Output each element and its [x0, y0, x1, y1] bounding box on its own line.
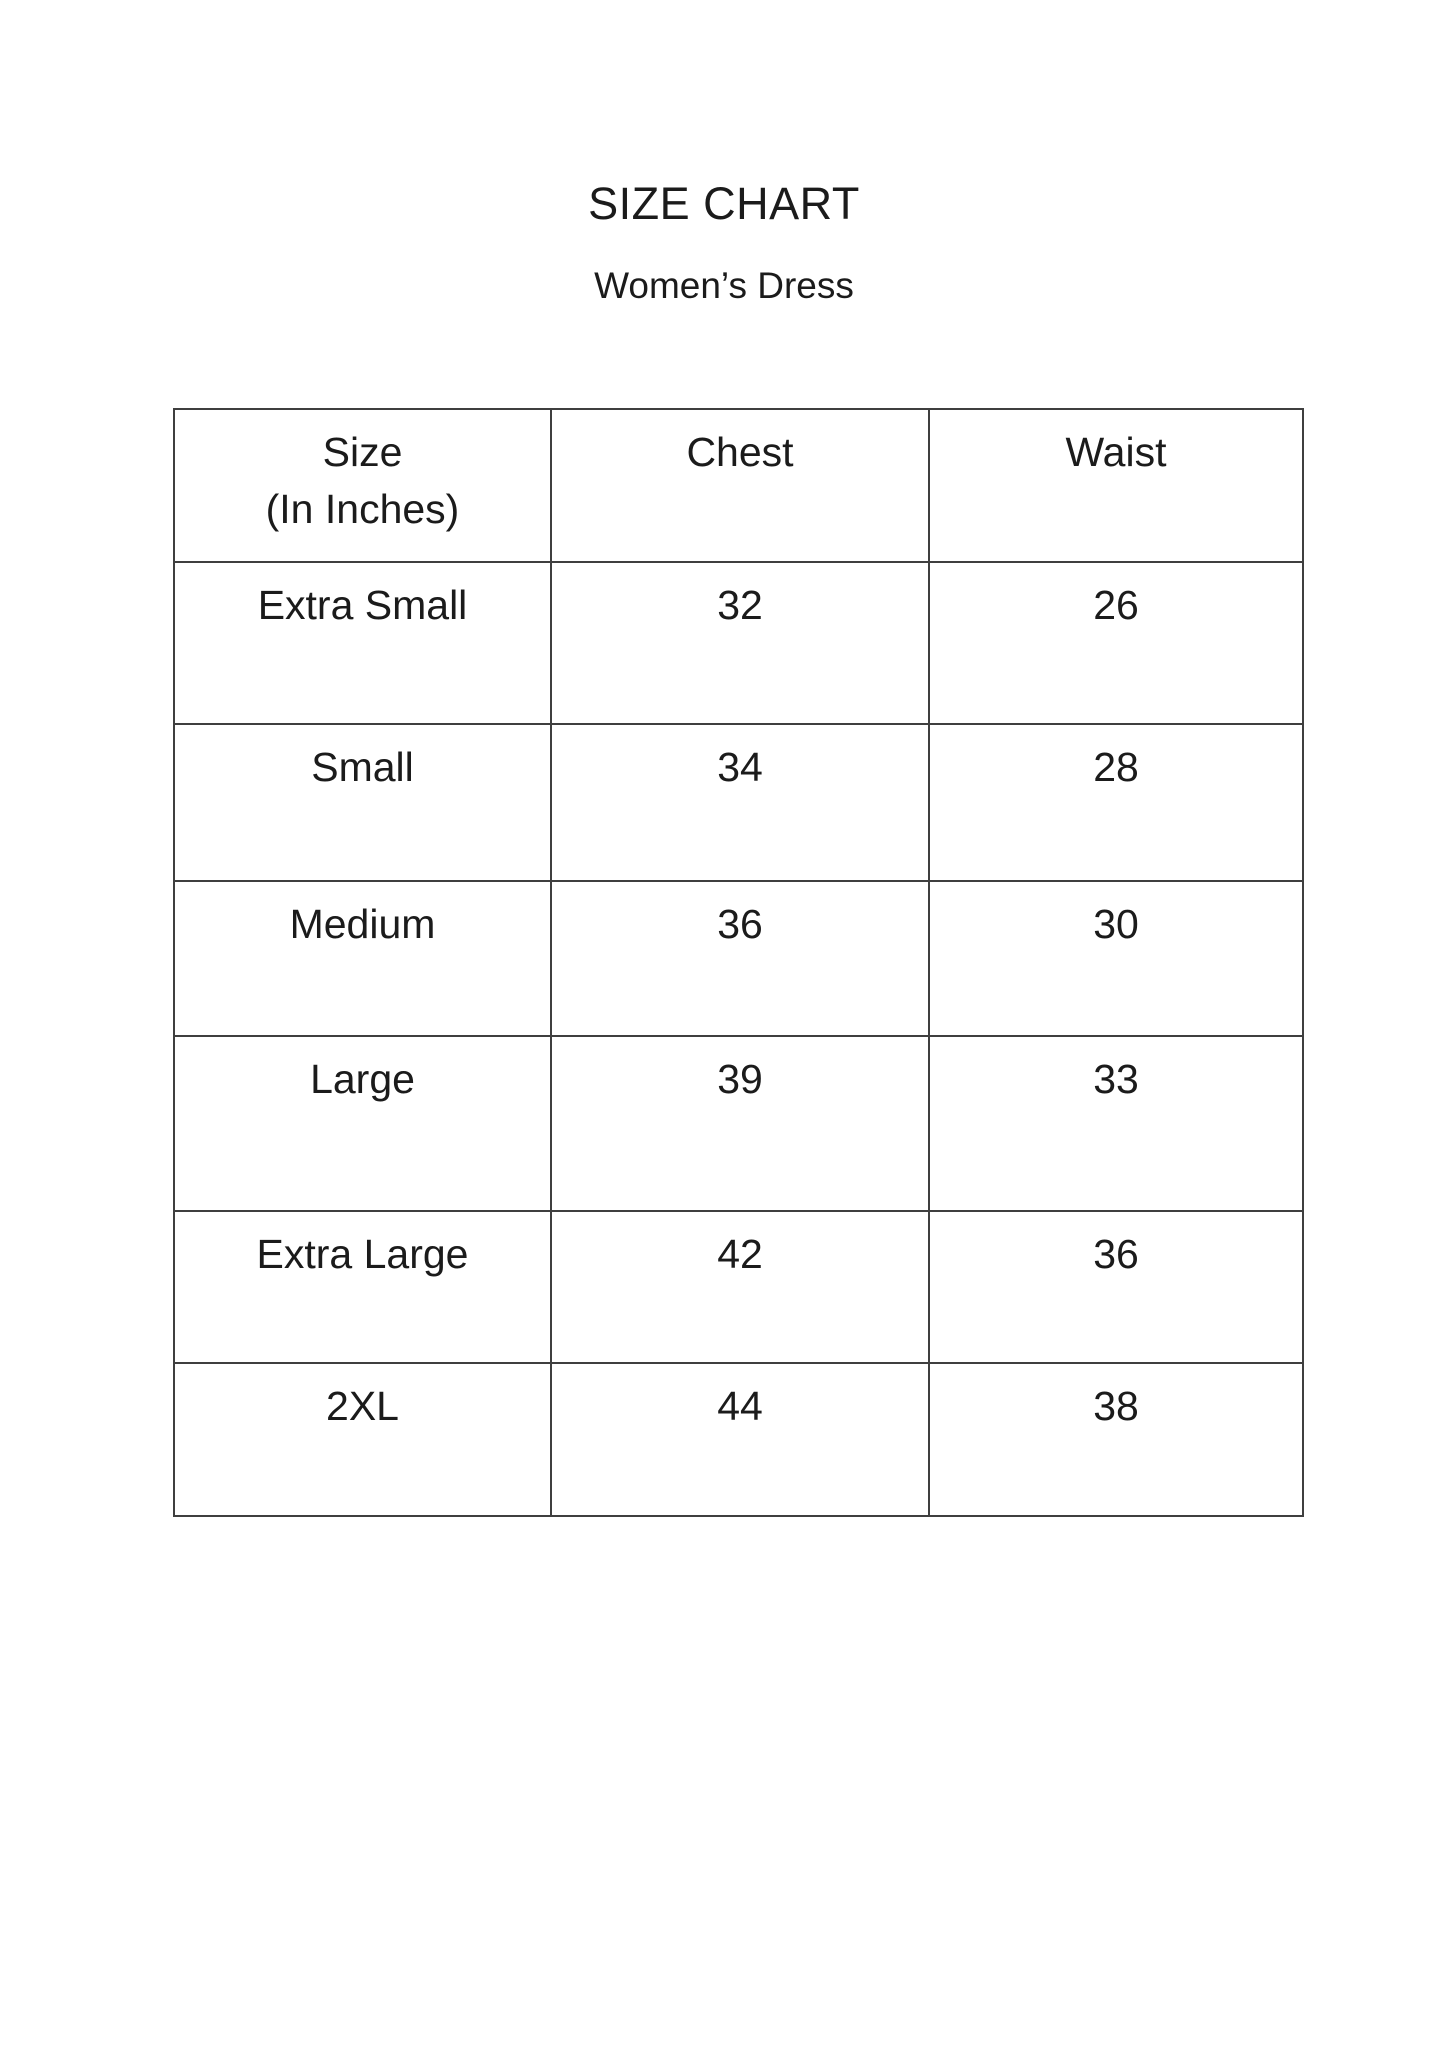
cell-chest: 32	[550, 561, 930, 725]
page-subtitle: Women’s Dress	[594, 265, 854, 306]
table-row: Extra Small 32 26	[173, 561, 1304, 725]
cell-size: Extra Large	[173, 1210, 552, 1364]
cell-chest: 39	[550, 1035, 930, 1212]
table-row: 2XL 44 38	[173, 1362, 1304, 1517]
header-size: Size (In Inches)	[173, 408, 552, 563]
cell-waist: 28	[928, 723, 1304, 882]
header-size-line2: (In Inches)	[265, 486, 460, 533]
cell-waist: 36	[928, 1210, 1304, 1364]
cell-chest: 44	[550, 1362, 930, 1517]
cell-size: 2XL	[173, 1362, 552, 1517]
cell-waist: 38	[928, 1362, 1304, 1517]
table-header-row: Size (In Inches) Chest Waist	[173, 408, 1304, 563]
cell-waist: 30	[928, 880, 1304, 1037]
table-row: Medium 36 30	[173, 880, 1304, 1037]
header-waist: Waist	[928, 408, 1304, 563]
page-title: SIZE CHART	[588, 178, 860, 229]
cell-size: Medium	[173, 880, 552, 1037]
cell-waist: 26	[928, 561, 1304, 725]
table-row: Large 39 33	[173, 1035, 1304, 1212]
cell-size: Extra Small	[173, 561, 552, 725]
cell-chest: 42	[550, 1210, 930, 1364]
cell-waist: 33	[928, 1035, 1304, 1212]
header-chest: Chest	[550, 408, 930, 563]
cell-size: Large	[173, 1035, 552, 1212]
size-chart-table: Size (In Inches) Chest Waist Extra Small…	[173, 408, 1304, 1517]
header-size-line1: Size	[322, 429, 403, 475]
cell-size: Small	[173, 723, 552, 882]
table-row: Extra Large 42 36	[173, 1210, 1304, 1364]
table-row: Small 34 28	[173, 723, 1304, 882]
cell-chest: 34	[550, 723, 930, 882]
cell-chest: 36	[550, 880, 930, 1037]
